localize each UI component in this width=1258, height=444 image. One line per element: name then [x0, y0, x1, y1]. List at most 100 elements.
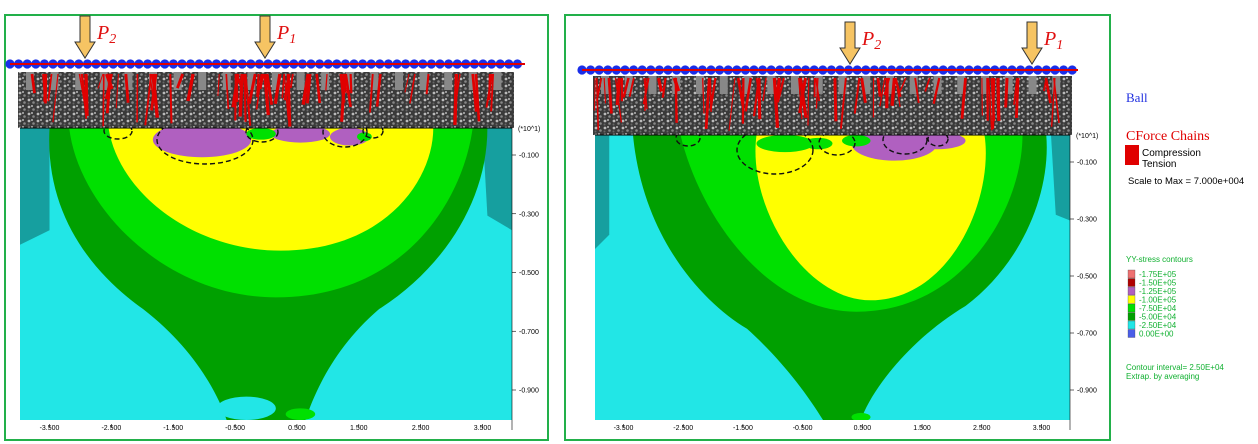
force-chain	[991, 77, 996, 130]
load-symbol: P	[861, 28, 874, 50]
force-chain	[728, 77, 736, 132]
load-index: 1	[289, 32, 296, 47]
legend-force-item: Tension	[1142, 159, 1176, 170]
force-chain	[102, 73, 105, 127]
force-chain	[425, 73, 430, 95]
x-tick-label: 0.500	[288, 425, 306, 432]
legend-level: -1.00E+05	[1139, 296, 1177, 305]
force-chain	[105, 73, 112, 114]
legend-level: -5.00E+04	[1139, 313, 1177, 322]
pillar	[838, 76, 847, 94]
legend-swatch	[1127, 269, 1136, 279]
force-chain	[30, 73, 36, 94]
force-chain	[344, 73, 352, 108]
pillar	[493, 72, 502, 90]
contour-plot	[20, 128, 512, 420]
force-chain	[281, 73, 285, 99]
force-chain	[894, 77, 902, 98]
legend-level: -1.75E+05	[1139, 270, 1177, 279]
force-chain	[1044, 77, 1052, 104]
force-chain	[144, 73, 153, 126]
pillar	[1028, 76, 1037, 94]
x-tick-label: -0.500	[793, 425, 813, 432]
load-index: 1	[1056, 38, 1063, 53]
y-axis-unit: (*10^1)	[518, 126, 540, 133]
load-arrow	[74, 15, 96, 59]
force-chain	[615, 77, 621, 106]
y-tick-label: -0.900	[519, 388, 539, 395]
force-chain	[674, 77, 678, 123]
force-chain	[115, 73, 119, 109]
x-tick-label: 1.500	[913, 425, 931, 432]
force-chain	[757, 77, 762, 120]
pillar	[624, 76, 633, 94]
force-chain	[932, 77, 941, 105]
force-chain	[839, 77, 847, 129]
pillar	[370, 72, 379, 90]
y-axis-unit: (*10^1)	[1076, 133, 1098, 140]
force-chain	[217, 73, 220, 96]
y-tick-label: -0.500	[1077, 274, 1097, 281]
force-chain	[960, 77, 967, 119]
legend-interval: Contour interval= 2.50E+04	[1126, 363, 1224, 372]
panel-frame	[564, 14, 1111, 441]
load-arrow	[1021, 21, 1043, 65]
force-chain	[860, 77, 867, 104]
force-chain	[490, 73, 495, 112]
y-tick-label: -0.300	[519, 211, 539, 218]
force-chain	[471, 73, 478, 112]
force-chain	[453, 73, 459, 125]
x-tick-label: -0.500	[225, 425, 245, 432]
force-chain	[798, 77, 803, 120]
force-chain	[890, 77, 897, 106]
force-chain	[259, 73, 265, 90]
load-arrow	[839, 21, 861, 65]
legend-force-title: CForce Chains	[1126, 129, 1210, 144]
load-index: 2	[874, 38, 881, 53]
force-chain	[404, 73, 410, 93]
force-chain	[603, 77, 607, 104]
force-chain	[305, 73, 312, 104]
force-chain	[235, 73, 244, 91]
force-chain	[243, 73, 250, 110]
force-chain	[325, 73, 328, 91]
y-tick-label: -0.700	[1077, 331, 1097, 338]
load-index: 2	[109, 32, 116, 47]
force-chain	[736, 77, 745, 107]
pillar	[198, 72, 207, 90]
legend-swatch	[1127, 286, 1136, 296]
force-chain	[343, 73, 347, 94]
y-tick-label: -0.100	[519, 153, 539, 160]
load-label: P2	[96, 22, 116, 47]
x-tick-label: -3.500	[614, 425, 634, 432]
pillar	[1004, 76, 1013, 94]
y-tick-label: -0.700	[519, 329, 539, 336]
legend-scale: Scale to Max = 7.000e+004	[1128, 176, 1244, 187]
force-chain	[762, 77, 767, 102]
force-chain	[876, 77, 882, 97]
force-chain	[169, 73, 173, 124]
force-chain	[643, 77, 648, 110]
force-chain	[1043, 77, 1048, 92]
force-chain	[301, 73, 310, 105]
pillar	[173, 72, 182, 90]
legend-level: -7.50E+04	[1139, 304, 1177, 313]
y-tick-label: -0.900	[1077, 388, 1097, 395]
legend-level: -1.25E+05	[1139, 287, 1177, 296]
contour-plot	[595, 135, 1070, 420]
force-chain	[987, 77, 993, 131]
legend-swatch	[1127, 320, 1136, 330]
x-tick-label: -2.500	[673, 425, 693, 432]
legend-swatch	[1127, 278, 1136, 287]
y-tick-label: -0.100	[1077, 160, 1097, 167]
force-chain	[286, 73, 292, 127]
legend-level: -1.50E+05	[1139, 279, 1177, 288]
force-chain	[339, 73, 346, 103]
force-chain	[369, 73, 374, 113]
force-chain	[853, 77, 861, 114]
pillar	[395, 72, 403, 90]
pillar	[272, 72, 280, 90]
force-chain	[1014, 77, 1020, 118]
x-tick-label: 2.500	[412, 425, 430, 432]
force-chain	[124, 73, 130, 103]
